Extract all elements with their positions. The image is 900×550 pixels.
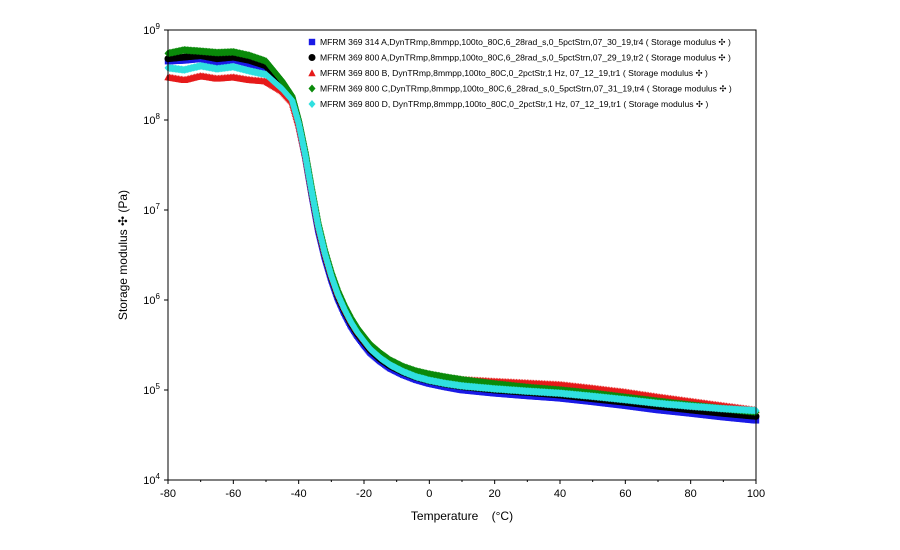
legend-marker xyxy=(308,38,316,46)
legend-marker xyxy=(308,69,316,77)
legend-label: MFRM 369 800 B, DynTRmp,8mmpp,100to_80C,… xyxy=(320,68,708,78)
y-tick-label: 106 xyxy=(143,292,160,307)
legend-item: MFRM 369 800 B, DynTRmp,8mmpp,100to_80C,… xyxy=(308,68,708,78)
legend-item: MFRM 369 800 A,DynTRmp,8mmpp,100to_80C,6… xyxy=(308,53,731,63)
x-tick-label: 20 xyxy=(489,488,501,500)
legend-label: MFRM 369 800 D, DynTRmp,8mmpp,100to_80C,… xyxy=(320,99,709,109)
legend-marker xyxy=(308,84,316,93)
legend-label: MFRM 369 800 C,DynTRmp,8mmpp,100to_80C,6… xyxy=(320,84,732,94)
x-tick-label: 100 xyxy=(747,488,765,500)
y-tick-label: 107 xyxy=(143,202,160,217)
y-tick-label: 108 xyxy=(143,112,160,127)
y-axis-label: Storage modulus ✣ (Pa) xyxy=(116,190,130,320)
x-axis-label: Temperature (°C) xyxy=(411,509,513,523)
data-marks xyxy=(164,45,760,424)
y-tick-label: 105 xyxy=(143,382,160,397)
series-5 xyxy=(164,61,760,415)
legend-item: MFRM 369 314 A,DynTRmp,8mmpp,100to_80C,6… xyxy=(308,37,731,47)
x-axis: -80 -60 -40 -20 0 20 40 60 80 100 xyxy=(160,480,765,500)
y-axis: 104 105 106 107 108 109 xyxy=(143,22,168,487)
x-tick-label: -60 xyxy=(225,488,241,500)
x-tick-label: 0 xyxy=(426,488,432,500)
x-tick-label: 80 xyxy=(685,488,697,500)
x-tick-label: -80 xyxy=(160,488,176,500)
x-tick-label: 40 xyxy=(554,488,566,500)
series-1 xyxy=(164,55,760,424)
y-tick-label: 104 xyxy=(143,472,160,487)
series-3 xyxy=(164,72,760,414)
legend-item: MFRM 369 800 C,DynTRmp,8mmpp,100to_80C,6… xyxy=(308,84,732,94)
legend-item: MFRM 369 800 D, DynTRmp,8mmpp,100to_80C,… xyxy=(308,99,709,109)
legend-marker xyxy=(308,100,316,108)
legend-marker xyxy=(308,54,316,61)
legend: MFRM 369 314 A,DynTRmp,8mmpp,100to_80C,6… xyxy=(308,37,732,109)
x-tick-label: 60 xyxy=(619,488,631,500)
legend-label: MFRM 369 800 A,DynTRmp,8mmpp,100to_80C,6… xyxy=(320,53,731,63)
x-tick-label: -20 xyxy=(356,488,372,500)
x-tick-label: -40 xyxy=(291,488,307,500)
y-tick-label: 109 xyxy=(143,22,160,37)
legend-label: MFRM 369 314 A,DynTRmp,8mmpp,100to_80C,6… xyxy=(320,37,731,47)
